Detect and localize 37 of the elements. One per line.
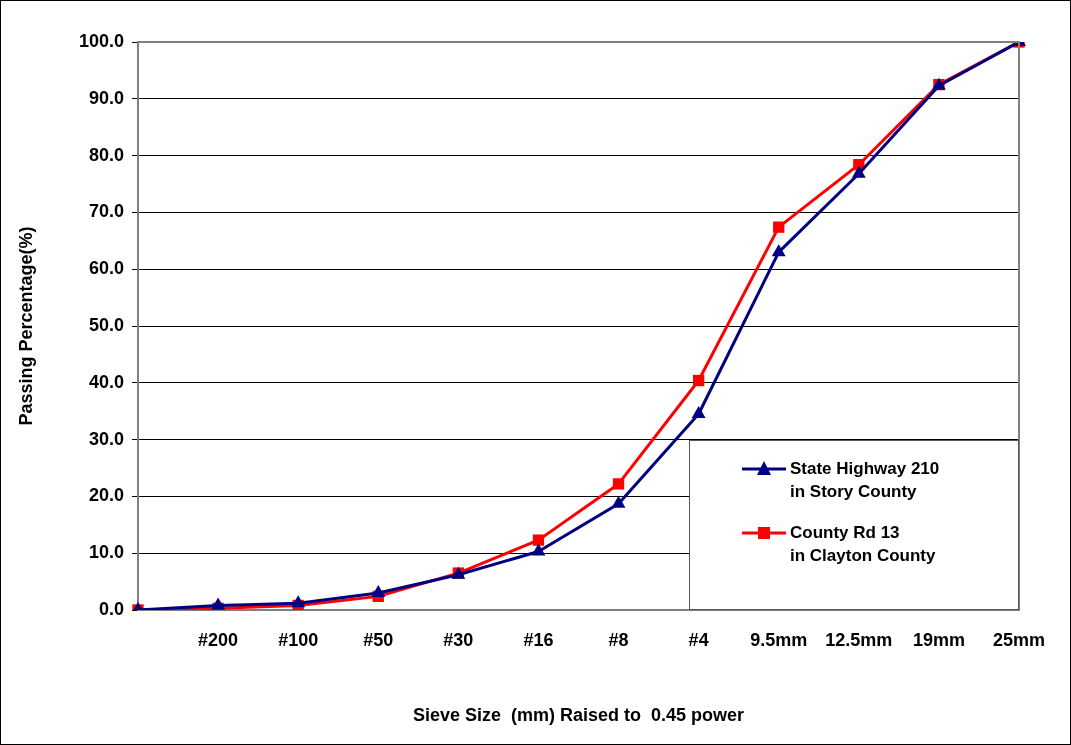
point [531, 543, 546, 556]
point [612, 478, 625, 490]
x-tick-label: #16 [523, 629, 554, 650]
y-tick-label: 50.0 [88, 314, 124, 335]
point [211, 597, 226, 610]
x-tick-label: #4 [688, 629, 709, 650]
y-tick-label: 70.0 [88, 201, 124, 222]
x-tick-label: #200 [198, 629, 239, 650]
y-tick-label: 100.0 [78, 30, 124, 51]
legend-label: State Highway 210 in Story County [790, 458, 940, 503]
point [532, 534, 545, 546]
y-tick-label: 60.0 [88, 258, 124, 279]
x-axis-title: Sieve Size (mm) Raised to 0.45 power [412, 705, 745, 726]
y-tick-label: 20.0 [88, 485, 124, 506]
point [611, 495, 626, 508]
point [691, 406, 706, 419]
x-tick-label: #30 [443, 629, 474, 650]
x-tick-label: 19mm [912, 629, 965, 650]
x-tick-label: 12.5mm [825, 629, 893, 650]
y-tick-label: 90.0 [88, 87, 124, 108]
point [692, 374, 705, 387]
y-tick-label: 80.0 [88, 144, 124, 165]
x-tick-label: #8 [608, 629, 629, 650]
x-tick-label: 25mm [992, 629, 1046, 650]
point [771, 244, 786, 257]
y-tick-label: 30.0 [88, 428, 124, 449]
point [291, 595, 306, 608]
x-tick-label: 9.5mm [750, 629, 808, 650]
legend-label: County Rd 13 in Clayton County [790, 522, 936, 567]
point [371, 584, 386, 597]
y-tick-label: 10.0 [88, 542, 124, 563]
point [773, 221, 785, 233]
y-tick-label: 0.0 [98, 598, 124, 619]
y-tick-label: 40.0 [88, 371, 124, 392]
y-axis-title: Passing Percentage(%) [15, 226, 36, 426]
x-tick-label: #50 [363, 629, 394, 650]
x-tick-label: #100 [278, 629, 319, 650]
